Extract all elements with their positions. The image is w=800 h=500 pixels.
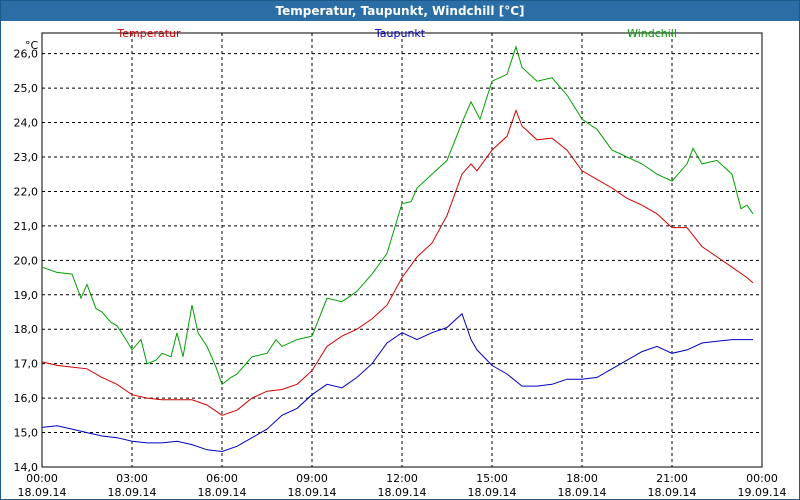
y-tick-label: 23,0 — [14, 151, 39, 164]
plot-frame — [41, 32, 763, 468]
legend-temperatur: Temperatur — [116, 27, 181, 40]
y-tick-label: 17,0 — [14, 358, 39, 371]
x-tick-date: 18.09.14 — [108, 486, 157, 499]
legend: Temperatur Taupunkt Windchill — [116, 27, 677, 40]
y-tick-label: 21,0 — [14, 220, 39, 233]
series-lines — [41, 45, 754, 453]
grid — [41, 33, 763, 468]
x-tick-time: 09:00 — [296, 472, 328, 485]
x-tick-time: 15:00 — [476, 472, 508, 485]
x-tick-date: 18.09.14 — [468, 486, 517, 499]
x-tick-time: 12:00 — [386, 472, 418, 485]
legend-taupunkt: Taupunkt — [374, 27, 426, 40]
y-tick-label: 18,0 — [14, 323, 39, 336]
y-tick-label: 14,0 — [14, 461, 39, 474]
x-tick-date: 18.09.14 — [288, 486, 337, 499]
chart-canvas: 14,0 15,0 16,0 17,0 18,0 19,0 20,0 21,0 22,0 23,0… — [14, 27, 787, 499]
y-tick-label: 15,0 — [14, 427, 39, 440]
x-tick-time: 00:00 — [746, 472, 778, 485]
y-tick-label: 25,0 — [14, 82, 39, 95]
y-tick-label: 22,0 — [14, 185, 39, 198]
y-tick-label: 26,0 — [14, 48, 39, 61]
x-tick-date: 18.09.14 — [378, 486, 427, 499]
x-tick-time: 21:00 — [656, 472, 688, 485]
x-tick-time: 03:00 — [116, 472, 148, 485]
x-tick-time: 18:00 — [566, 472, 598, 485]
x-tick-time: 00:00 — [26, 472, 58, 485]
y-tick-label: 24,0 — [14, 117, 39, 130]
x-tick-date: 18.09.14 — [648, 486, 697, 499]
legend-windchill: Windchill — [627, 27, 677, 40]
series-line-taupunkt — [41, 312, 753, 453]
y-axis-label: °C — [25, 39, 39, 52]
x-tick-date: 18.09.14 — [198, 486, 247, 499]
x-tick-date: 18.09.14 — [558, 486, 607, 499]
x-tick-time: 06:00 — [206, 472, 238, 485]
x-tick-date: 18.09.14 — [18, 486, 67, 499]
y-tick-labels: 14,0 15,0 16,0 17,0 18,0 19,0 20,0 21,0 22,0 23,0… — [14, 48, 39, 474]
x-tick-labels: 00:0018.09.1403:0018.09.1406:0018.09.140… — [18, 472, 787, 499]
y-tick-label: 16,0 — [14, 392, 39, 405]
series-line-windchill — [41, 45, 754, 386]
series-line-temperatur — [41, 109, 754, 416]
axes — [41, 32, 763, 468]
y-tick-label: 20,0 — [14, 254, 39, 267]
chart-title: Temperatur, Taupunkt, Windchill [°C] — [1, 1, 799, 21]
y-tick-label: 19,0 — [14, 289, 39, 302]
x-tick-date: 19.09.14 — [738, 486, 787, 499]
